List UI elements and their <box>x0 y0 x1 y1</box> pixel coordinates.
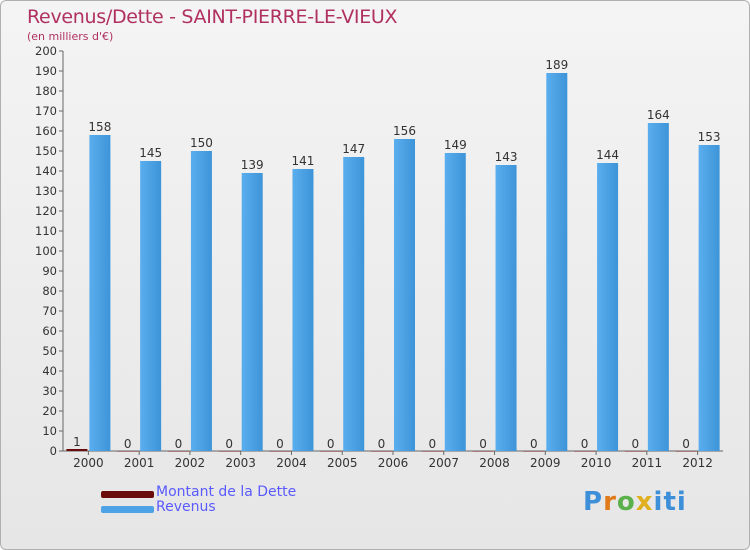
bar-revenus <box>241 173 263 451</box>
data-label-revenus: 189 <box>545 58 568 72</box>
data-label-revenus: 149 <box>444 138 467 152</box>
bar-dette <box>574 451 596 452</box>
y-tick-label: 60 <box>42 324 57 338</box>
bar-dette <box>269 451 291 452</box>
bar-revenus <box>647 123 669 451</box>
x-tick-label: 2007 <box>428 456 459 470</box>
x-tick-label: 2000 <box>73 456 104 470</box>
data-label-dette: 0 <box>276 437 284 451</box>
y-tick-label: 160 <box>35 124 57 138</box>
data-label-dette: 0 <box>581 437 589 451</box>
bar-revenus <box>292 169 314 451</box>
bar-dette <box>523 451 545 452</box>
x-tick-label: 2001 <box>124 456 155 470</box>
data-label-dette: 0 <box>175 437 183 451</box>
data-label-dette: 0 <box>479 437 487 451</box>
legend-swatch-dette <box>101 491 154 498</box>
bar-revenus <box>546 73 568 451</box>
bar-revenus <box>698 145 720 451</box>
y-tick-label: 90 <box>42 264 57 278</box>
bar-dette <box>624 451 646 452</box>
data-label-revenus: 141 <box>292 154 315 168</box>
x-tick-label: 2009 <box>530 456 561 470</box>
legend-label-dette: Montant de la Dette <box>156 484 297 500</box>
y-tick-label: 50 <box>42 344 57 358</box>
data-label-revenus: 139 <box>241 158 264 172</box>
data-label-dette: 0 <box>530 437 538 451</box>
x-tick-label: 2005 <box>327 456 358 470</box>
bar-dette <box>218 451 240 452</box>
y-tick-label: 40 <box>42 364 57 378</box>
data-label-dette: 0 <box>225 437 233 451</box>
bar-dette <box>472 451 494 452</box>
bar-dette <box>167 451 189 452</box>
y-tick-label: 170 <box>35 104 57 118</box>
bar-revenus <box>394 139 415 451</box>
bar-revenus <box>597 163 619 451</box>
y-tick-label: 200 <box>35 44 57 58</box>
bar-revenus <box>190 151 212 451</box>
y-tick-label: 190 <box>35 64 57 78</box>
data-label-dette: 0 <box>378 437 386 451</box>
data-label-revenus: 164 <box>647 108 670 122</box>
x-tick-label: 2012 <box>682 456 713 470</box>
bar-dette <box>66 449 88 451</box>
x-tick-label: 2006 <box>378 456 409 470</box>
data-label-revenus: 147 <box>342 142 365 156</box>
legend-swatch-revenus <box>101 506 154 513</box>
x-tick-label: 2004 <box>276 456 307 470</box>
x-tick-label: 2008 <box>479 456 510 470</box>
bar-revenus <box>343 157 365 451</box>
x-tick-label: 2002 <box>175 456 206 470</box>
data-label-dette: 1 <box>73 435 81 449</box>
data-label-revenus: 145 <box>139 146 162 160</box>
legend-label-revenus: Revenus <box>156 499 216 515</box>
chart-unit-label: (en milliers d'€) <box>27 30 114 43</box>
y-tick-label: 80 <box>42 284 57 298</box>
y-tick-label: 100 <box>35 244 57 258</box>
x-tick-label: 2003 <box>225 456 256 470</box>
y-tick-label: 70 <box>42 304 57 318</box>
data-label-revenus: 156 <box>393 124 416 138</box>
x-tick-label: 2010 <box>581 456 612 470</box>
bar-revenus <box>444 153 466 451</box>
y-tick-label: 10 <box>42 424 57 438</box>
data-label-revenus: 150 <box>190 136 213 150</box>
data-label-revenus: 143 <box>495 150 518 164</box>
y-tick-label: 140 <box>35 164 57 178</box>
data-label-revenus: 158 <box>88 120 111 134</box>
y-tick-label: 120 <box>35 204 57 218</box>
y-tick-label: 150 <box>35 144 57 158</box>
bar-revenus <box>495 165 517 451</box>
bar-dette <box>371 451 392 452</box>
y-tick-label: 30 <box>42 384 57 398</box>
proxiti-logo: Proxiti <box>583 487 687 517</box>
bar-dette <box>675 451 697 452</box>
data-label-dette: 0 <box>124 437 132 451</box>
data-label-dette: 0 <box>327 437 335 451</box>
bar-dette <box>117 451 139 452</box>
x-tick-label: 2011 <box>632 456 663 470</box>
y-tick-label: 20 <box>42 404 57 418</box>
data-label-dette: 0 <box>428 437 436 451</box>
y-tick-label: 0 <box>50 444 57 458</box>
chart-title: Revenus/Dette - SAINT-PIERRE-LE-VIEUX <box>27 6 398 28</box>
data-label-dette: 0 <box>632 437 640 451</box>
bar-dette <box>320 451 342 452</box>
data-label-revenus: 153 <box>698 130 721 144</box>
data-label-revenus: 144 <box>596 148 619 162</box>
data-label-dette: 0 <box>682 437 690 451</box>
bar-revenus <box>89 135 111 451</box>
bar-dette <box>421 451 443 452</box>
y-tick-label: 130 <box>35 184 57 198</box>
y-tick-label: 180 <box>35 84 57 98</box>
y-tick-label: 110 <box>35 224 57 238</box>
bar-revenus <box>140 161 162 451</box>
